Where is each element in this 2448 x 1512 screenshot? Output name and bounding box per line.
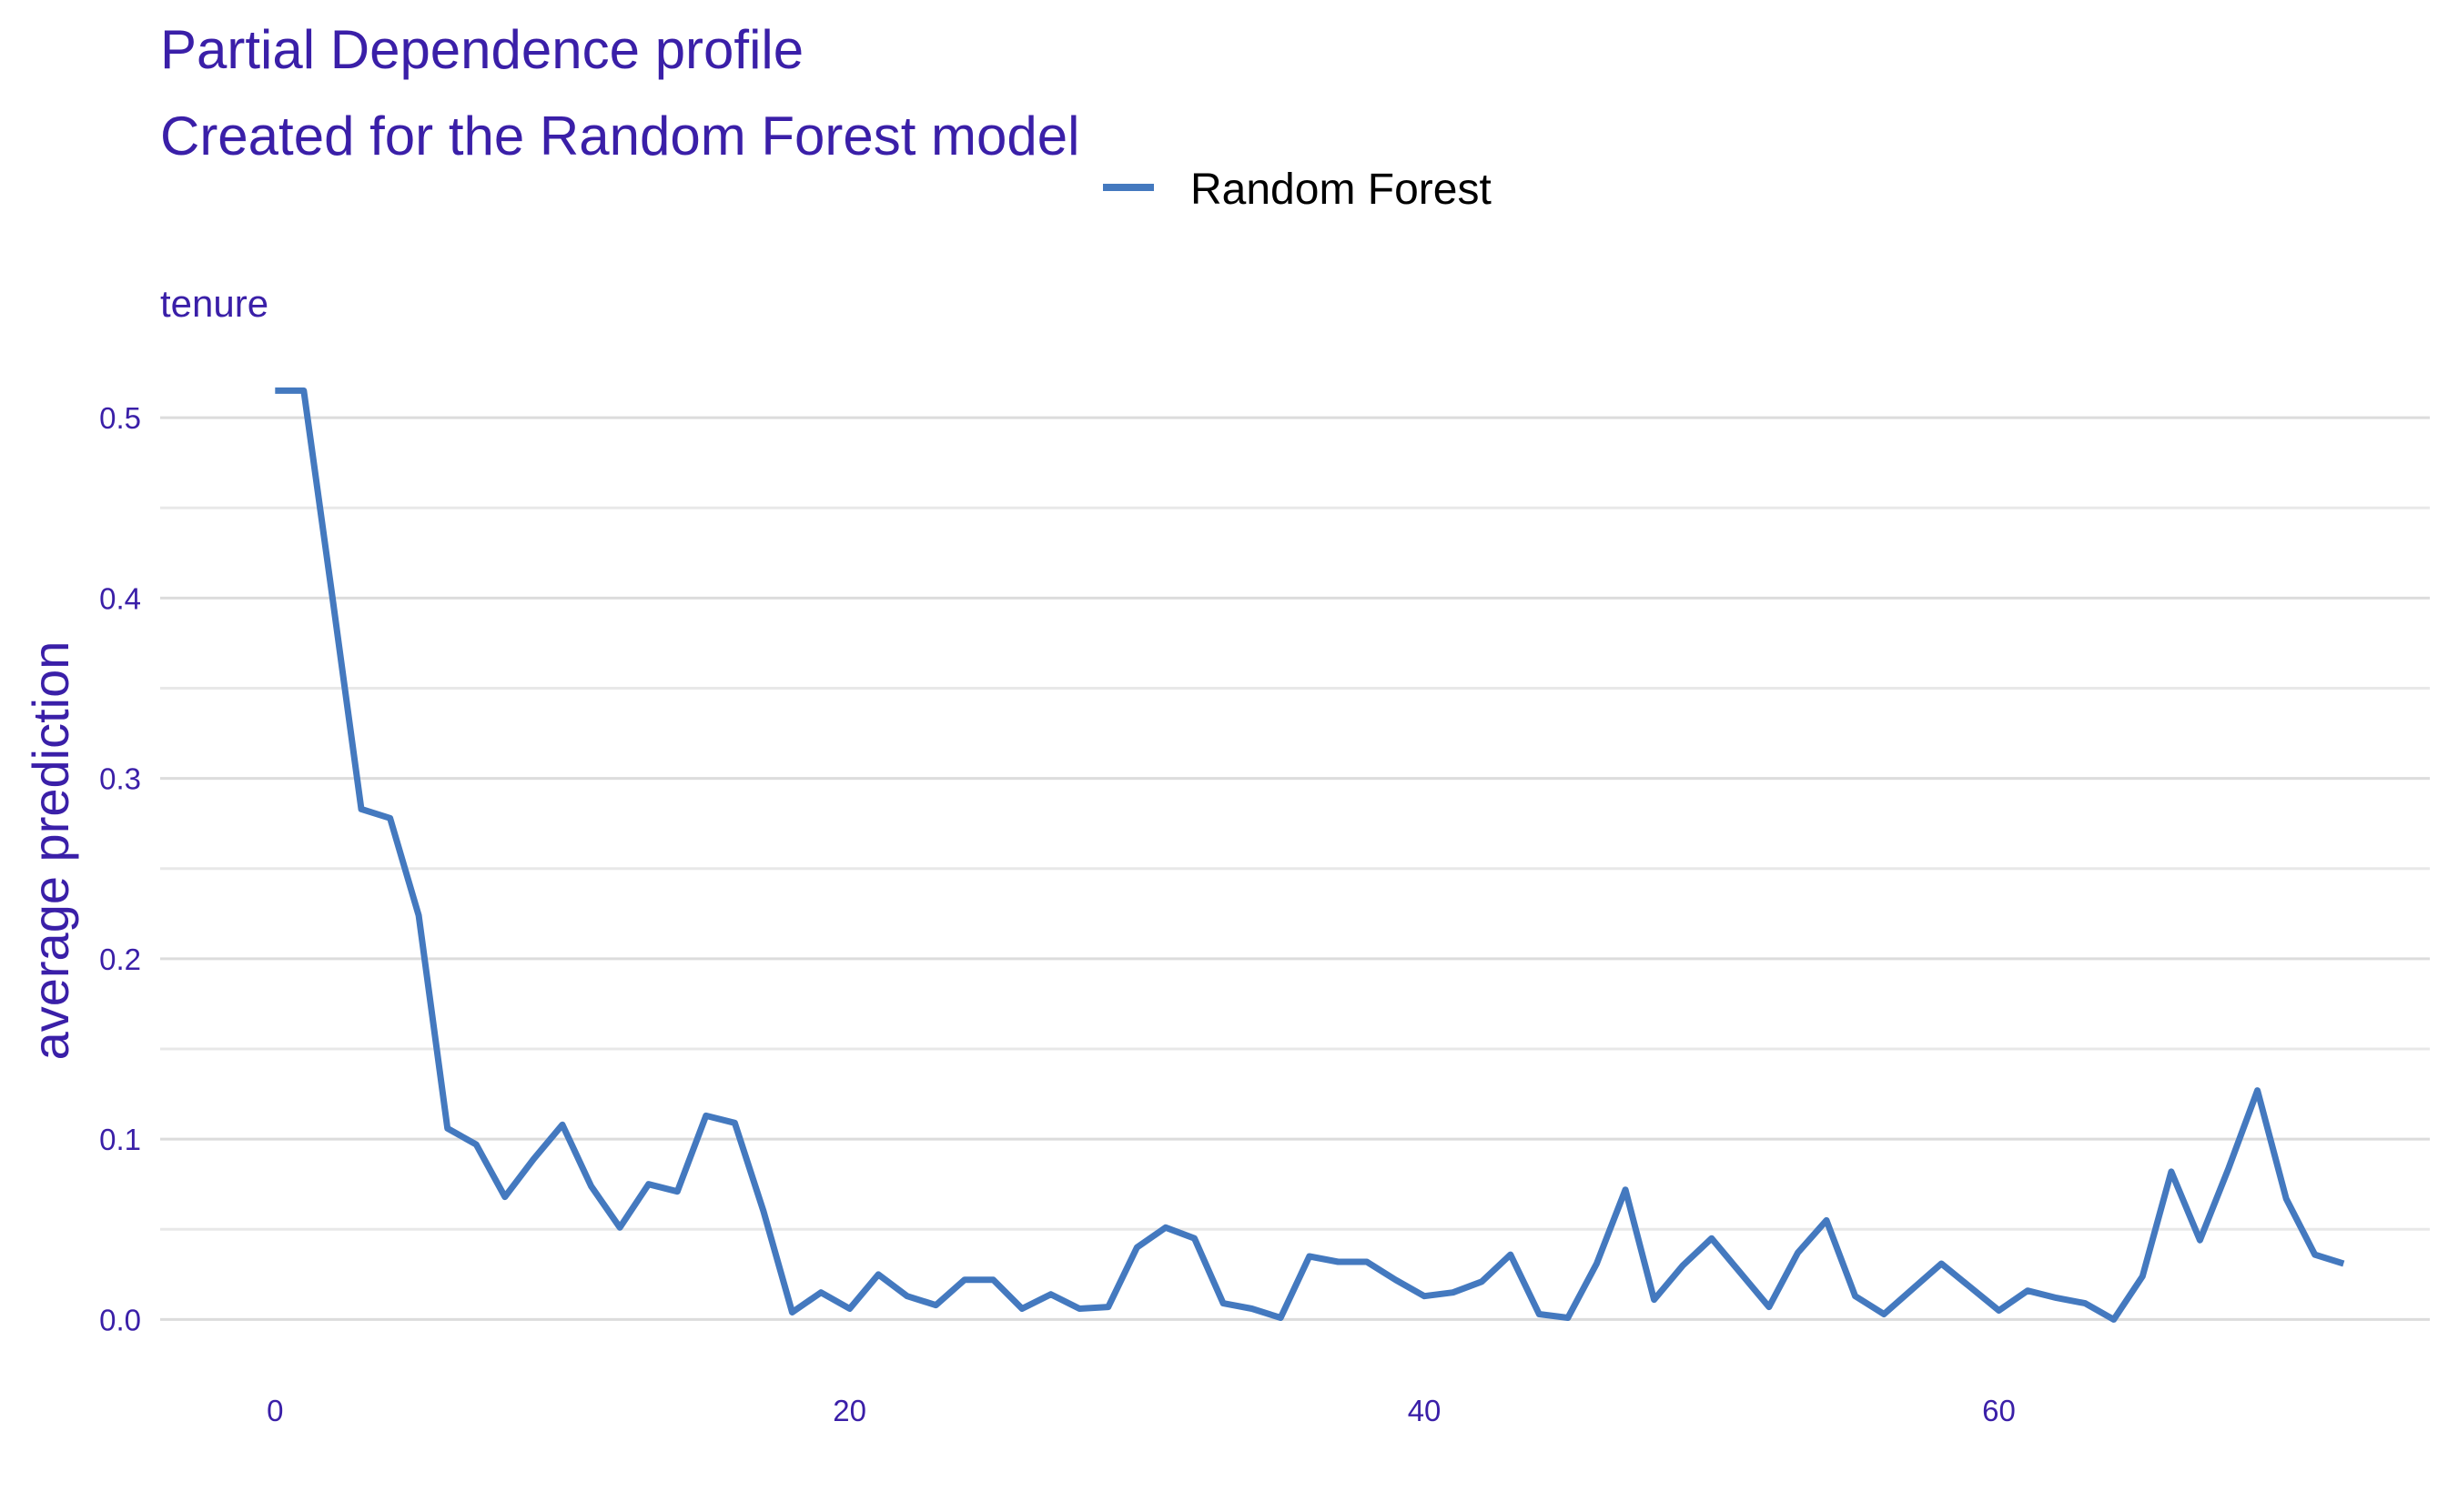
grid-lines	[160, 416, 2430, 1321]
series-line-random-forest	[275, 387, 2345, 1323]
x-axis-ticks: 0 20 40 60	[267, 1394, 2016, 1427]
y-tick-label: 0.4	[99, 581, 141, 615]
y-tick-label: 0.0	[99, 1303, 141, 1336]
y-tick-label: 0.1	[99, 1123, 141, 1156]
facet-label: tenure	[160, 282, 268, 325]
y-tick-label: 0.3	[99, 762, 141, 796]
y-tick-label: 0.5	[99, 401, 141, 435]
y-axis-ticks: 0.0 0.1 0.2 0.3 0.4 0.5	[99, 401, 141, 1336]
y-axis-label: average prediction	[22, 641, 79, 1061]
legend-label-random-forest: Random Forest	[1190, 166, 1492, 214]
chart-title: Partial Dependence profile	[160, 19, 804, 80]
chart-subtitle: Created for the Random Forest model	[160, 106, 1079, 166]
legend: Random Forest	[1103, 166, 1492, 214]
y-tick-label: 0.2	[99, 942, 141, 976]
x-tick-label: 40	[1408, 1394, 1441, 1427]
x-tick-label: 0	[267, 1394, 283, 1427]
x-tick-label: 60	[1982, 1394, 2016, 1427]
series-layer	[275, 387, 2345, 1323]
x-tick-label: 20	[833, 1394, 866, 1427]
